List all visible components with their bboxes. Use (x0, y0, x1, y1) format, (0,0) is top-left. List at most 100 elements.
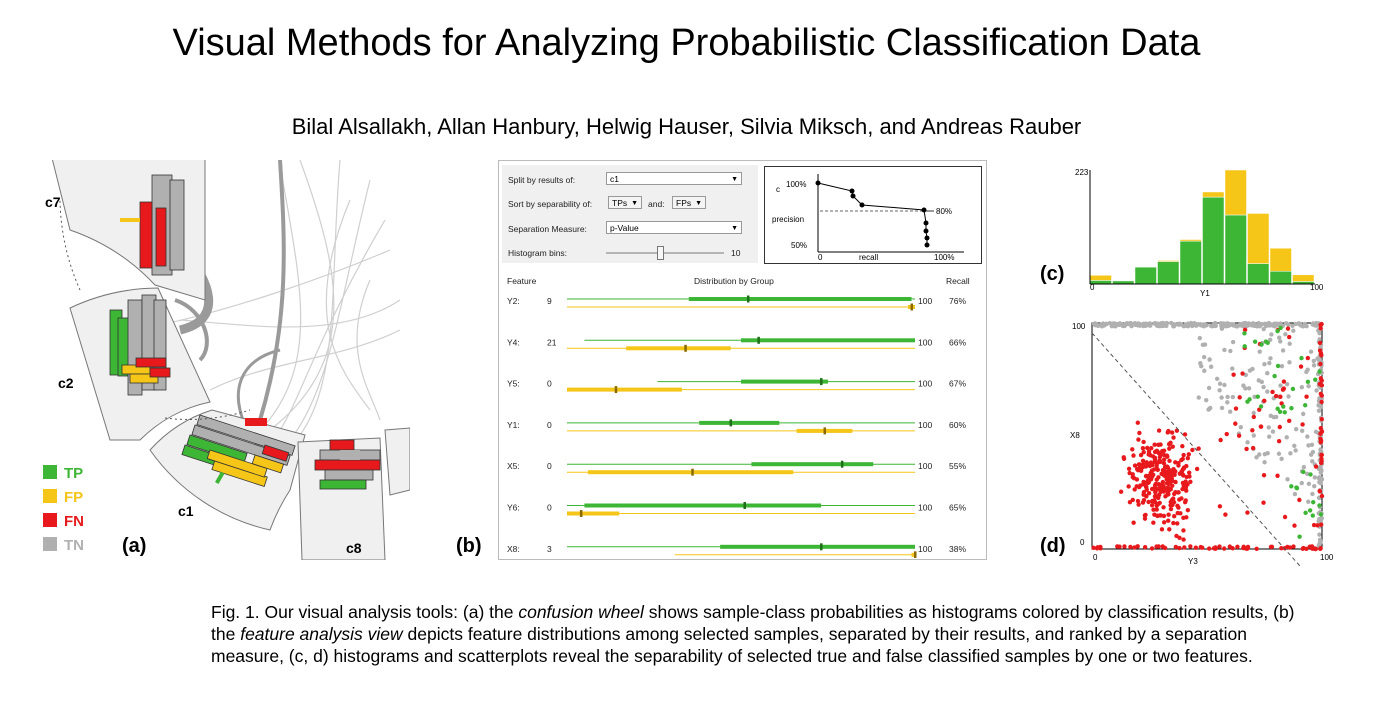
tn-point (1301, 411, 1306, 417)
tn-point (1206, 385, 1212, 391)
tn-point (1287, 341, 1292, 346)
feature-count: 3 (547, 544, 552, 554)
fn-point (1245, 510, 1250, 515)
tn-point (1316, 402, 1321, 408)
feature-row[interactable]: Y4: 21 100 66% (507, 336, 966, 352)
sort-dropdown-2[interactable]: FPs ▼ (672, 196, 706, 209)
tn-point (1114, 321, 1119, 327)
fn-point (1200, 545, 1205, 550)
feature-count: 0 (547, 503, 552, 513)
tn-point (1208, 364, 1214, 369)
paper-title: Visual Methods for Analyzing Probabilist… (172, 22, 1201, 64)
fn-point (1217, 504, 1223, 509)
tn-point (1306, 383, 1311, 389)
feature-recall: 67% (949, 379, 966, 389)
legend-swatch-fn (43, 513, 57, 527)
fn-point (1172, 472, 1177, 478)
fn-point (1161, 471, 1167, 476)
tn-point (1299, 480, 1304, 486)
fn-point (1132, 463, 1138, 468)
feature-row[interactable]: Y6: 0 100 65% (507, 502, 966, 517)
fn-point (1091, 545, 1096, 551)
measure-dropdown[interactable]: p-Value ▼ (606, 221, 742, 234)
tn-point (1238, 424, 1243, 430)
feature-row[interactable]: Y5: 0 100 67% (507, 378, 966, 394)
tn-point (1279, 456, 1284, 462)
result-legend: TP FP FN TN (43, 465, 84, 554)
histogram-c7 (120, 174, 185, 276)
feature-row[interactable]: X8: 3 100 38% (507, 543, 966, 558)
fn-point (1319, 493, 1325, 499)
feature-max: 100 (918, 503, 932, 513)
tp-point (1275, 406, 1280, 411)
fp-iqr-bar (911, 552, 915, 557)
tn-point (1093, 321, 1099, 327)
bins-slider-track[interactable] (606, 252, 724, 254)
fp-median-mark (691, 468, 694, 476)
tn-point (1252, 394, 1257, 400)
tn-point (1286, 394, 1291, 399)
feature-row[interactable]: Y2: 9 100 76% (507, 295, 966, 311)
fn-point (1150, 454, 1156, 459)
bins-slider-handle[interactable] (657, 246, 664, 260)
sort-value-2: FPs (676, 198, 692, 208)
fp-median-mark (684, 344, 687, 352)
fn-point (1098, 546, 1103, 551)
fn-point (1151, 520, 1156, 525)
scat-frame (1091, 322, 1323, 550)
scat-x-max: 100 (1320, 553, 1334, 562)
tn-point (1173, 322, 1178, 327)
fn-point (1233, 406, 1239, 411)
fn-point (1188, 479, 1193, 484)
fn-point (1318, 431, 1323, 436)
tn-point (1199, 364, 1204, 369)
fp-median-mark (823, 427, 827, 435)
fn-point (1166, 512, 1171, 517)
hist-bar-fp (1247, 213, 1270, 264)
feature-table: Feature Distribution by Group Recall Y2:… (507, 276, 970, 558)
fn-point (1181, 528, 1186, 533)
fn-point (1287, 418, 1292, 423)
tp-point (1303, 510, 1308, 515)
fn-point (1137, 462, 1142, 467)
fn-point (1136, 502, 1141, 507)
tp-iqr-bar (751, 462, 874, 467)
tp-point (1282, 410, 1287, 415)
tp-median-mark (743, 502, 746, 509)
pr-y-top: 100% (786, 180, 806, 189)
chevron-down-icon: ▼ (731, 225, 738, 232)
fn-point (1156, 428, 1162, 433)
tp-point (1255, 394, 1260, 399)
sector-next[interactable] (384, 427, 410, 496)
legend-swatch-tp (43, 465, 57, 479)
fp-median-mark (579, 510, 583, 517)
tp-median-mark (820, 543, 823, 551)
bins-label: Histogram bins: (508, 248, 568, 258)
fn-point (1244, 546, 1250, 551)
fn-point (1188, 544, 1193, 549)
tn-point (1267, 360, 1272, 366)
fn-point (1173, 479, 1178, 485)
tn-point (1202, 368, 1207, 373)
tn-point (1292, 491, 1298, 497)
fn-point (1166, 518, 1171, 523)
feature-row[interactable]: Y1: 0 100 60% (507, 419, 966, 435)
fn-point (1317, 381, 1323, 387)
fn-point (1146, 490, 1152, 496)
feature-name: X5: (507, 461, 520, 471)
sort-dropdown-1[interactable]: TPs ▼ (608, 196, 642, 209)
fn-point (1222, 546, 1227, 551)
header-feature: Feature (507, 276, 537, 286)
tn-point (1299, 385, 1305, 390)
tp-point (1242, 344, 1247, 349)
fp-iqr-bar (567, 511, 620, 516)
split-dropdown[interactable]: c1 ▼ (606, 172, 742, 185)
fn-point (1171, 467, 1176, 472)
fn-point (1297, 497, 1302, 503)
fn-point (1140, 458, 1146, 464)
tn-point (1308, 349, 1314, 354)
fn-point (1281, 379, 1287, 384)
split-label: Split by results of: (508, 175, 576, 185)
fp-median-mark (914, 551, 917, 558)
feature-row[interactable]: X5: 0 100 55% (507, 460, 966, 476)
